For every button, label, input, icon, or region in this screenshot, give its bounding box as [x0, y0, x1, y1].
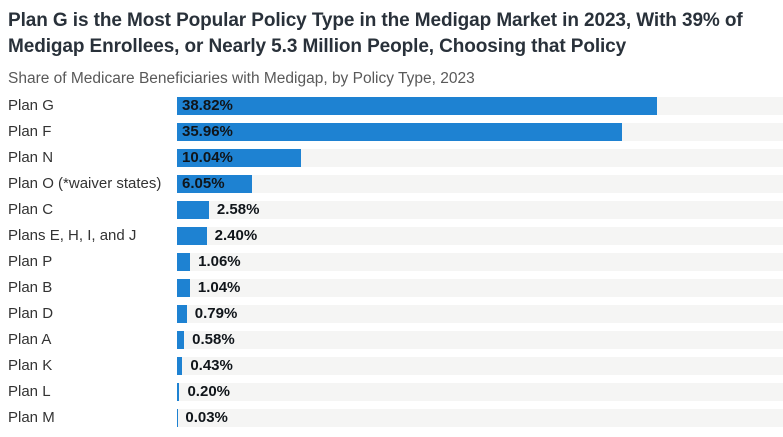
chart-row: Plan A 0.58% [0, 331, 783, 349]
value-label: 0.20% [187, 383, 231, 400]
value-label: 0.79% [194, 305, 238, 322]
bar-track: 10.04% [177, 149, 783, 167]
chart-row: Plan N 10.04% [0, 149, 783, 167]
bar-track: 1.04% [177, 279, 783, 297]
value-label: 1.06% [198, 253, 241, 270]
chart-row: Plan C 2.58% [0, 201, 783, 219]
bar-track: 35.96% [177, 123, 783, 141]
category-label: Plan P [8, 253, 53, 270]
chart-row: Plan G 38.82% [0, 97, 783, 115]
category-label: Plan N [8, 149, 54, 166]
value-label: 2.58% [216, 201, 260, 218]
bar [177, 409, 178, 427]
value-label: 10.04% [182, 149, 233, 166]
category-label: Plan L [8, 383, 51, 400]
chart-row: Plan L 0.20% [0, 383, 783, 401]
chart-subtitle: Share of Medicare Beneficiaries with Med… [8, 70, 475, 87]
category-label: Plan M [8, 409, 55, 426]
value-label: 2.40% [214, 227, 258, 244]
bar [177, 175, 252, 193]
chart-row: Plan D 0.79% [0, 305, 783, 323]
chart-title: Plan G is the Most Popular Policy Type i… [8, 10, 743, 57]
bar [177, 123, 622, 141]
bar [177, 149, 302, 167]
bar-track: 0.79% [177, 305, 783, 323]
bar [177, 253, 191, 271]
category-label: Plan A [8, 331, 52, 348]
bar-track: 2.40% [177, 227, 783, 245]
value-label: 0.43% [190, 357, 233, 374]
value-label: 0.03% [185, 409, 228, 426]
bar-track: 38.82% [177, 97, 783, 115]
chart-row: Plan O (*waiver states) 6.05% [0, 175, 783, 193]
bar [177, 279, 190, 297]
chart-header: Plan G is the Most Popular Policy Type i… [0, 0, 783, 89]
value-label: 38.82% [182, 97, 233, 114]
bar [177, 227, 207, 245]
value-label: 0.58% [192, 331, 235, 348]
bar-chart: Plan G 38.82% Plan F 35.96% Plan N 10.04% Plan… [0, 97, 783, 435]
bar-track: 0.20% [177, 383, 783, 401]
chart-row: Plan M 0.03% [0, 409, 783, 427]
bar-track: 0.43% [177, 357, 783, 375]
category-label: Plan B [8, 279, 53, 296]
category-label: Plan G [8, 97, 54, 114]
category-label: Plan D [8, 305, 54, 322]
category-label: Plan F [8, 123, 52, 140]
bar [177, 383, 180, 401]
bar [177, 201, 209, 219]
chart-row: Plan P 1.06% [0, 253, 783, 271]
bar-track: 1.06% [177, 253, 783, 271]
bar [177, 97, 658, 115]
bar [177, 331, 185, 349]
value-label: 1.04% [197, 279, 241, 296]
bar [177, 357, 183, 375]
category-label: Plan C [8, 201, 54, 218]
value-label: 35.96% [182, 123, 233, 140]
chart-row: Plan B 1.04% [0, 279, 783, 297]
bar-track: 0.03% [177, 409, 783, 427]
bar-track: 0.58% [177, 331, 783, 349]
category-label: Plan K [8, 357, 53, 374]
bar [177, 305, 187, 323]
category-label: Plans E, H, I, and J [8, 227, 137, 244]
bar-track: 6.05% [177, 175, 783, 193]
bar-track: 2.58% [177, 201, 783, 219]
chart-row: Plan F 35.96% [0, 123, 783, 141]
category-label: Plan O (*waiver states) [8, 175, 162, 192]
value-label: 6.05% [182, 175, 225, 192]
chart-row: Plans E, H, I, and J 2.40% [0, 227, 783, 245]
chart-row: Plan K 0.43% [0, 357, 783, 375]
